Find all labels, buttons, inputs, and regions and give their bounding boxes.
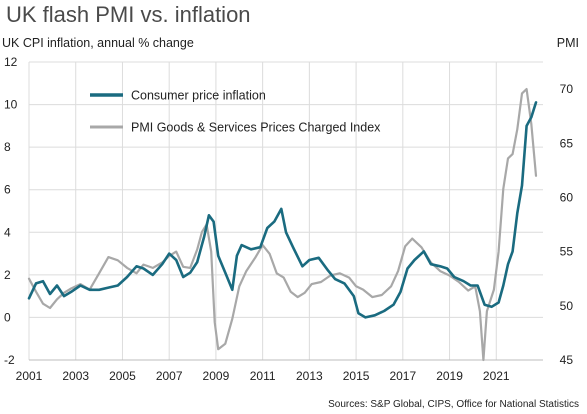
right-tick-label: 70 [560,82,574,96]
legend-label: PMI Goods & Services Prices Charged Inde… [131,121,381,135]
left-tick-label: -2 [4,353,15,367]
chart-title: UK flash PMI vs. inflation [6,2,251,27]
x-tick-label: 2013 [296,369,323,383]
x-tick-label: 2011 [250,369,276,383]
right-axis-label: PMI [556,36,579,50]
left-tick-label: 4 [4,225,11,239]
x-tick-label: 2005 [109,369,136,383]
left-tick-label: 8 [4,140,11,154]
legend-label: Consumer price inflation [131,89,266,103]
x-tick-label: 2001 [16,369,43,383]
left-tick-label: 0 [4,310,11,324]
left-tick-label: 12 [4,55,18,69]
x-tick-label: 2007 [156,369,183,383]
right-tick-label: 65 [560,136,574,150]
x-tick-label: 2019 [436,369,463,383]
cpi-series-line [27,101,538,319]
right-tick-label: 55 [560,245,574,259]
right-tick-label: 45 [560,353,574,367]
right-tick-label: 60 [560,190,574,204]
source-note: Sources: S&P Global, CIPS, Office for Na… [328,399,579,410]
pmi-series-line [27,87,538,362]
left-axis-label: UK CPI inflation, annual % change [2,36,194,50]
x-tick-label: 2003 [62,369,89,383]
left-tick-label: 10 [4,98,18,112]
x-tick-label: 2015 [343,369,370,383]
x-tick-label: 2017 [389,369,416,383]
x-tick-label: 2021 [483,369,510,383]
x-tick-label: 2009 [203,369,230,383]
left-tick-label: 2 [4,268,11,282]
left-tick-label: 6 [4,183,11,197]
right-tick-label: 50 [560,299,574,313]
